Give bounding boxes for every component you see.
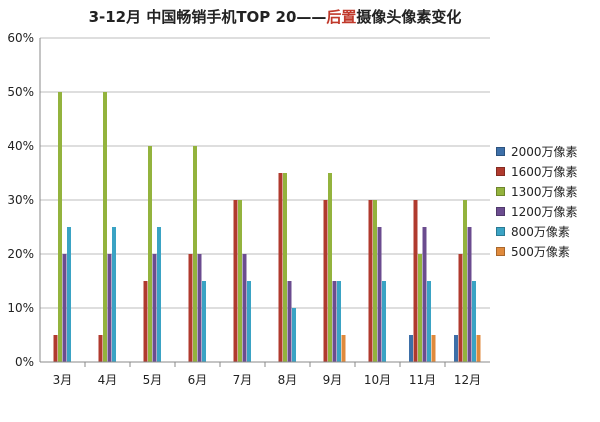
y-tick-label: 30% <box>7 193 34 207</box>
chart-title: 3-12月 中国畅销手机TOP 20——后置摄像头像素变化 <box>55 6 495 27</box>
legend-item: 1200万像素 <box>496 201 578 221</box>
bar <box>148 146 152 362</box>
bar <box>413 200 418 362</box>
bar <box>143 281 148 362</box>
bar <box>58 92 62 362</box>
bar <box>193 146 197 362</box>
bar <box>278 173 283 362</box>
legend-swatch <box>496 186 505 196</box>
bar <box>323 200 328 362</box>
bar <box>62 254 67 362</box>
bar <box>472 281 476 362</box>
bar <box>242 254 247 362</box>
bar <box>157 227 161 362</box>
bar <box>98 335 103 362</box>
axes <box>39 38 490 367</box>
bar <box>238 200 242 362</box>
legend-item: 1600万像素 <box>496 161 578 181</box>
legend-item: 1300万像素 <box>496 181 578 201</box>
x-tick-label: 6月 <box>188 373 208 387</box>
legend-label: 500万像素 <box>511 244 570 259</box>
bar <box>368 200 373 362</box>
bar <box>409 335 413 362</box>
bar <box>467 227 472 362</box>
y-tick-label: 0% <box>15 355 34 369</box>
legend-swatch <box>496 146 505 156</box>
legend-label: 1300万像素 <box>511 184 578 199</box>
legend-swatch <box>496 206 505 216</box>
bar <box>454 335 458 362</box>
y-tick-label: 10% <box>7 301 34 315</box>
legend-label: 2000万像素 <box>511 144 578 159</box>
chart-title-highlight: 后置 <box>326 8 357 26</box>
legend-item: 500万像素 <box>496 241 578 261</box>
x-tick-label: 12月 <box>454 373 481 387</box>
x-axis-ticks: 3月 4月 5月 6月 7月 8月 9月 10月 11月 12月 <box>53 373 481 387</box>
bar <box>53 335 58 362</box>
bar <box>458 254 463 362</box>
bar <box>197 254 202 362</box>
legend: 2000万像素 1600万像素 1300万像素 1200万像素 800万像素 500万像素 <box>496 141 578 261</box>
bar <box>202 281 206 362</box>
x-tick-label: 9月 <box>323 373 343 387</box>
bars <box>53 92 481 362</box>
x-tick-label: 7月 <box>233 373 253 387</box>
legend-swatch <box>496 166 505 176</box>
bar <box>112 227 116 362</box>
bar <box>337 281 341 362</box>
x-tick-label: 8月 <box>278 373 298 387</box>
legend-swatch <box>496 246 505 256</box>
x-tick-label: 5月 <box>143 373 163 387</box>
legend-label: 1600万像素 <box>511 164 578 179</box>
bar <box>283 173 287 362</box>
bar <box>373 200 377 362</box>
legend-swatch <box>496 226 505 236</box>
legend-item: 2000万像素 <box>496 141 578 161</box>
bar <box>427 281 431 362</box>
bar <box>422 227 427 362</box>
legend-item: 800万像素 <box>496 221 578 241</box>
chart-title-pre: 3-12月 中国畅销手机TOP 20—— <box>88 8 327 26</box>
y-tick-label: 40% <box>7 139 34 153</box>
bar <box>418 254 422 362</box>
x-tick-label: 10月 <box>364 373 391 387</box>
x-tick-label: 4月 <box>98 373 118 387</box>
bar <box>152 254 157 362</box>
legend-label: 800万像素 <box>511 224 570 239</box>
bar <box>247 281 251 362</box>
bar <box>67 227 71 362</box>
bar <box>287 281 292 362</box>
bar <box>107 254 112 362</box>
legend-label: 1200万像素 <box>511 204 578 219</box>
x-tick-label: 11月 <box>409 373 436 387</box>
y-axis-ticks: 0% 10% 20% 30% 40% 50% 60% <box>7 31 34 369</box>
bar <box>292 308 296 362</box>
bar <box>332 281 337 362</box>
bar <box>377 227 382 362</box>
chart-title-post: 摄像头像素变化 <box>356 8 462 26</box>
bar <box>233 200 238 362</box>
bar <box>431 335 436 362</box>
bar <box>103 92 107 362</box>
bar <box>188 254 193 362</box>
bar <box>463 200 467 362</box>
bar <box>328 173 332 362</box>
y-tick-label: 20% <box>7 247 34 261</box>
x-tick-label: 3月 <box>53 373 73 387</box>
bar <box>382 281 386 362</box>
bar <box>476 335 481 362</box>
y-tick-label: 50% <box>7 85 34 99</box>
y-tick-label: 60% <box>7 31 34 45</box>
bar <box>341 335 346 362</box>
